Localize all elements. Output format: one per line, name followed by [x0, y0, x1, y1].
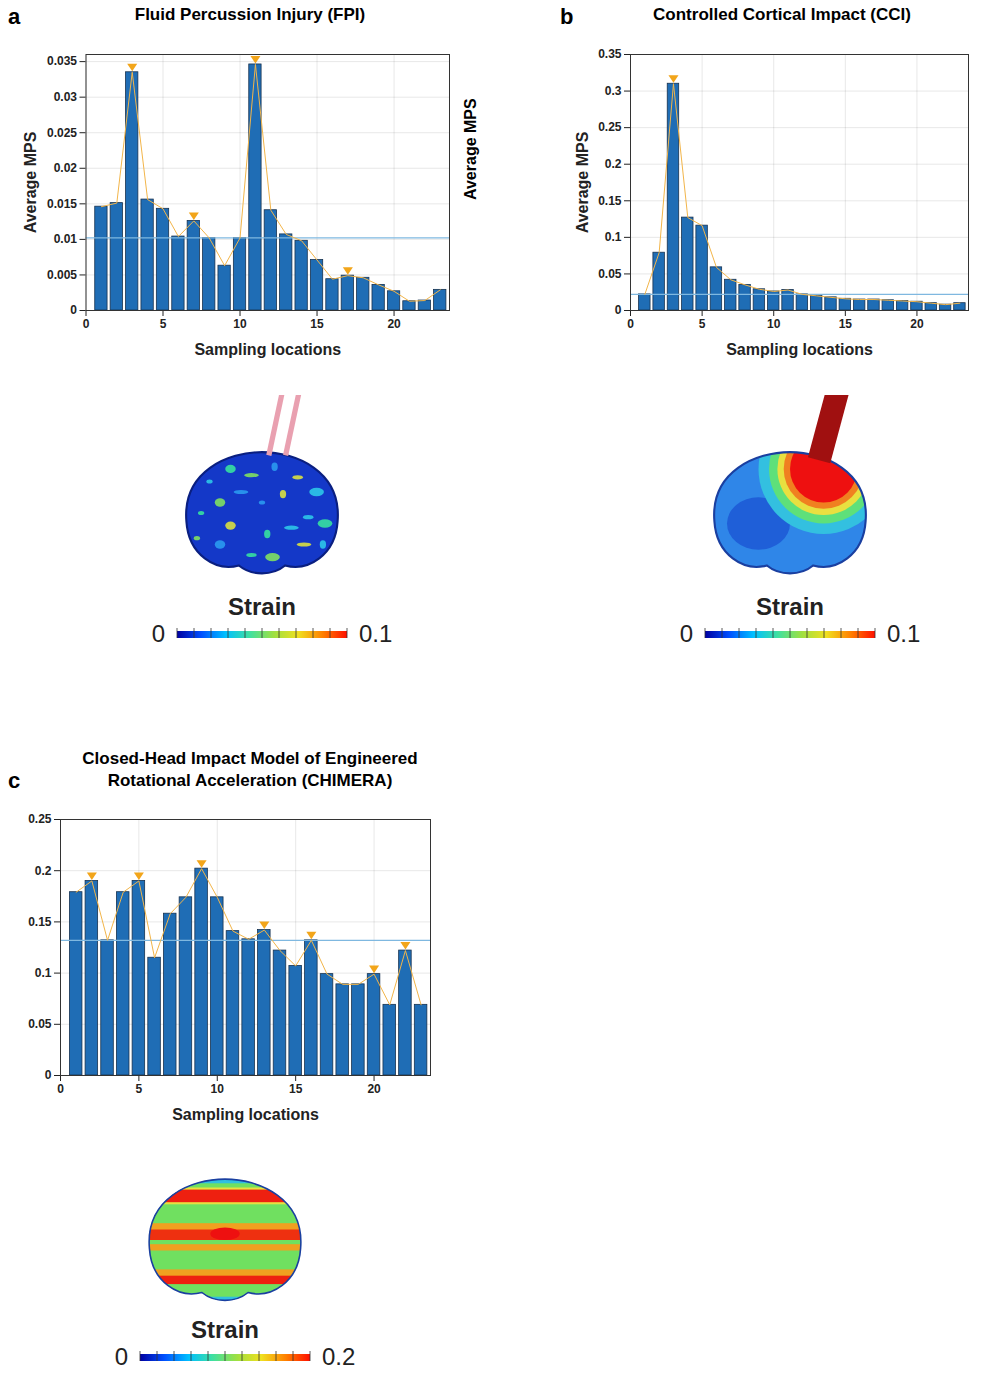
svg-text:0.005: 0.005 — [47, 268, 77, 282]
svg-text:0.05: 0.05 — [28, 1017, 52, 1031]
svg-text:0: 0 — [152, 620, 165, 647]
svg-text:0.02: 0.02 — [54, 161, 78, 175]
svg-text:0.015: 0.015 — [47, 197, 77, 211]
html-text:a: a — [8, 4, 21, 29]
svg-text:Average MPS: Average MPS — [574, 131, 591, 233]
svg-text:10: 10 — [233, 317, 247, 331]
svg-text:0.1: 0.1 — [887, 620, 920, 647]
svg-text:Average MPS: Average MPS — [22, 131, 39, 233]
svg-text:Strain: Strain — [191, 1316, 259, 1343]
html-text:Controlled Cortical Impact (CC: Controlled Cortical Impact (CCI) — [653, 5, 911, 24]
svg-text:5: 5 — [136, 1082, 143, 1096]
svg-text:0.01: 0.01 — [54, 232, 78, 246]
svg-text:0: 0 — [615, 303, 622, 317]
svg-text:0.35: 0.35 — [598, 47, 622, 61]
svg-text:Sampling locations: Sampling locations — [726, 341, 873, 358]
svg-text:15: 15 — [310, 317, 324, 331]
svg-text:0: 0 — [680, 620, 693, 647]
svg-text:0.2: 0.2 — [322, 1343, 355, 1370]
svg-text:20: 20 — [367, 1082, 381, 1096]
svg-text:0.1: 0.1 — [605, 230, 622, 244]
html-text:b: b — [560, 4, 574, 29]
svg-text:0.25: 0.25 — [28, 812, 52, 826]
svg-text:15: 15 — [839, 317, 853, 331]
svg-text:0: 0 — [627, 317, 634, 331]
svg-text:0.2: 0.2 — [35, 864, 52, 878]
svg-text:0.1: 0.1 — [359, 620, 392, 647]
html-text:Fluid Percussion Injury (FPI): Fluid Percussion Injury (FPI) — [134, 5, 366, 24]
svg-text:0: 0 — [83, 317, 90, 331]
svg-text:Strain: Strain — [228, 593, 296, 620]
svg-text:0: 0 — [70, 303, 77, 317]
html-text:Average MPS: Average MPS — [462, 98, 479, 200]
svg-text:0.05: 0.05 — [598, 267, 622, 281]
html-text:Closed-Head Impact Model of En: Closed-Head Impact Model of Engineered R… — [82, 749, 418, 791]
svg-text:0: 0 — [45, 1068, 52, 1082]
svg-text:0.035: 0.035 — [47, 54, 77, 68]
svg-text:5: 5 — [160, 317, 167, 331]
svg-text:0.2: 0.2 — [605, 157, 622, 171]
svg-text:10: 10 — [767, 317, 781, 331]
html-text:c: c — [8, 768, 21, 793]
svg-text:Strain: Strain — [756, 593, 824, 620]
svg-text:0.25: 0.25 — [598, 120, 622, 134]
svg-text:0.03: 0.03 — [54, 90, 78, 104]
svg-text:0.025: 0.025 — [47, 126, 77, 140]
svg-text:15: 15 — [289, 1082, 303, 1096]
svg-text:0.1: 0.1 — [35, 966, 52, 980]
svg-text:Sampling locations: Sampling locations — [194, 341, 341, 358]
svg-text:20: 20 — [910, 317, 924, 331]
svg-text:10: 10 — [211, 1082, 225, 1096]
svg-text:0.15: 0.15 — [28, 915, 52, 929]
svg-text:0.15: 0.15 — [598, 194, 622, 208]
svg-text:0: 0 — [115, 1343, 128, 1370]
svg-text:Sampling locations: Sampling locations — [172, 1106, 319, 1123]
svg-text:20: 20 — [387, 317, 401, 331]
svg-text:5: 5 — [699, 317, 706, 331]
svg-text:0: 0 — [57, 1082, 64, 1096]
svg-text:0.3: 0.3 — [605, 84, 622, 98]
